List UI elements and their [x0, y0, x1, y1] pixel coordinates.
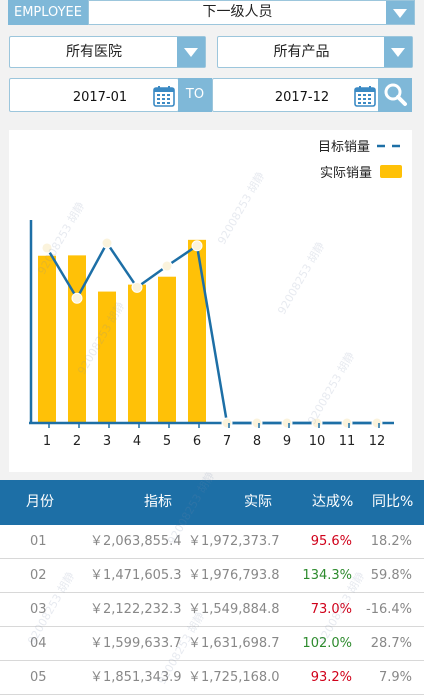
cell-actual: ￥1,725,168.0 [188, 670, 280, 685]
target-point-7 [221, 417, 233, 429]
x-tick-label-10: 10 [309, 434, 326, 449]
legend-target-swatch [377, 144, 400, 147]
legend-actual: 实际销量 [320, 162, 402, 181]
cell-actual: ￥1,631,698.7 [188, 636, 280, 651]
target-point-1 [41, 242, 53, 254]
target-point-4 [131, 281, 143, 293]
table-header: 月份 指标 实际 达成% 同比% [0, 480, 424, 525]
cell-month: 03 [30, 602, 47, 617]
col-month: 月份 [26, 494, 54, 510]
target-point-5 [161, 260, 173, 272]
calendar-icon[interactable] [354, 85, 376, 107]
cell-month: 04 [30, 636, 47, 651]
bar-actual-5 [158, 276, 176, 423]
bar-actual-4 [128, 284, 146, 423]
cell-month: 05 [30, 670, 47, 685]
col-actual: 实际 [244, 494, 272, 510]
date-to-value: 2017-12 [274, 90, 330, 105]
target-point-8 [251, 417, 263, 429]
employee-select[interactable]: 下一级人员 [88, 0, 415, 25]
legend-actual-swatch [380, 165, 402, 178]
product-select[interactable]: 所有产品 [217, 36, 413, 68]
hospital-select-value: 所有医院 [66, 44, 122, 60]
product-select-value: 所有产品 [273, 44, 330, 60]
x-tick-label-5: 5 [163, 434, 171, 449]
hospital-select[interactable]: 所有医院 [9, 36, 206, 68]
x-tick-label-2: 2 [73, 434, 81, 449]
cell-month: 01 [30, 534, 47, 549]
x-tick-label-6: 6 [193, 434, 201, 449]
search-button[interactable] [378, 78, 412, 112]
chevron-down-icon[interactable] [177, 37, 205, 67]
cell-target: ￥1,599,633.7 [90, 636, 182, 651]
legend-target: 目标销量 [318, 136, 402, 155]
employee-filter: EMPLOYEE 下一级人员 [0, 0, 424, 25]
target-point-2 [71, 292, 83, 304]
cell-rate: 73.0% [310, 602, 352, 617]
bar-actual-6 [188, 239, 206, 423]
x-tick-label-7: 7 [223, 434, 231, 449]
col-yoy: 同比% [372, 494, 414, 510]
table-row[interactable]: 04 ￥1,599,633.7 ￥1,631,698.7 102.0% 28.7% [0, 627, 424, 661]
cell-target: ￥1,471,605.3 [90, 568, 182, 583]
cell-actual: ￥1,972,373.7 [188, 534, 280, 549]
cell-yoy: 28.7% [370, 636, 412, 651]
table-row[interactable]: 05 ￥1,851,343.9 ￥1,725,168.0 93.2% 7.9% [0, 661, 424, 695]
x-tick-label-3: 3 [103, 434, 111, 449]
x-tick-label-9: 9 [283, 434, 291, 449]
date-from-field[interactable]: 2017-01 [9, 78, 179, 112]
bar-actual-1 [38, 255, 56, 423]
to-label: TO [178, 78, 212, 112]
cell-yoy: 59.8% [370, 568, 412, 583]
target-point-11 [341, 417, 353, 429]
cell-month: 02 [30, 568, 47, 583]
cell-rate: 102.0% [302, 636, 352, 651]
bar-actual-2 [68, 255, 86, 423]
employee-select-value: 下一级人员 [202, 4, 273, 20]
cell-yoy: 18.2% [370, 534, 412, 549]
bar-actual-3 [98, 291, 116, 423]
legend-target-label: 目标销量 [317, 140, 370, 155]
sales-chart-card: 目标销量 实际销量 1 2 3 4 5 6 7 8 9 10 11 12 [9, 130, 412, 472]
chevron-down-icon[interactable] [386, 1, 414, 24]
x-tick-label-8: 8 [253, 434, 261, 449]
search-icon [384, 83, 407, 106]
target-point-10 [311, 417, 323, 429]
cell-yoy: -16.4% [366, 602, 412, 617]
cell-actual: ￥1,549,884.8 [188, 602, 280, 617]
cell-yoy: 7.9% [378, 670, 412, 685]
target-point-12 [371, 417, 383, 429]
cell-target: ￥2,063,855.4 [90, 534, 182, 549]
cell-rate: 93.2% [310, 670, 352, 685]
cell-rate: 134.3% [302, 568, 352, 583]
legend-actual-label: 实际销量 [319, 166, 372, 181]
target-point-6 [191, 240, 203, 252]
date-from-value: 2017-01 [72, 90, 128, 105]
calendar-icon[interactable] [153, 85, 175, 107]
cell-target: ￥2,122,232.3 [90, 602, 182, 617]
x-tick-label-12: 12 [369, 434, 386, 449]
employee-label: EMPLOYEE [8, 0, 88, 25]
col-target: 指标 [144, 494, 172, 510]
x-tick-label-11: 11 [339, 434, 356, 449]
x-tick-label-1: 1 [43, 434, 51, 449]
target-point-9 [281, 417, 293, 429]
table-row[interactable]: 01 ￥2,063,855.4 ￥1,972,373.7 95.6% 18.2% [0, 525, 424, 559]
target-point-3 [101, 237, 113, 249]
target-line [45, 240, 377, 425]
col-rate: 达成% [312, 494, 354, 510]
cell-actual: ￥1,976,793.8 [188, 568, 280, 583]
cell-target: ￥1,851,343.9 [90, 670, 182, 685]
date-to-field[interactable]: 2017-12 [212, 78, 380, 112]
table-row[interactable]: 03 ￥2,122,232.3 ￥1,549,884.8 73.0% -16.4% [0, 593, 424, 627]
sales-chart: 1 2 3 4 5 6 7 8 9 10 11 12 [29, 220, 394, 449]
table-row[interactable]: 02 ￥1,471,605.3 ￥1,976,793.8 134.3% 59.8% [0, 559, 424, 593]
chevron-down-icon[interactable] [384, 37, 412, 67]
cell-rate: 95.6% [310, 534, 352, 549]
x-tick-label-4: 4 [133, 434, 141, 449]
